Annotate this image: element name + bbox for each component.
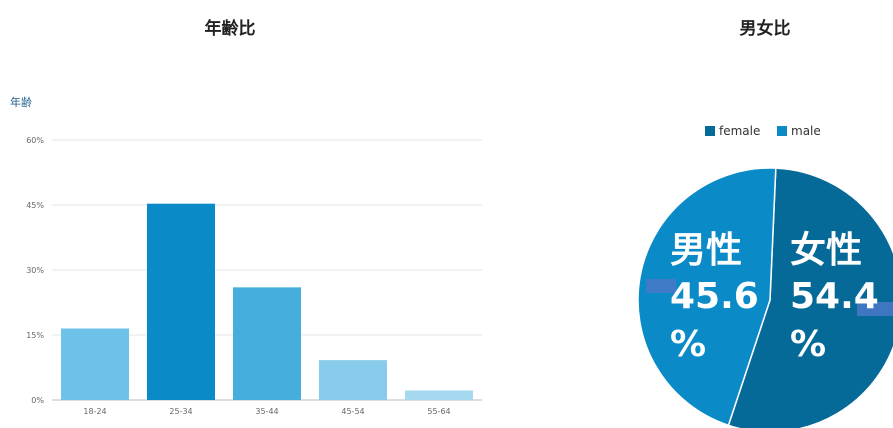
pie-slice-male — [637, 167, 777, 427]
pie-slice-female — [727, 167, 893, 428]
bar-45-54 — [319, 360, 387, 400]
pie-label-value: 45.6 — [670, 276, 759, 317]
y-tick-label: 0% — [31, 396, 44, 405]
age-bar-chart: 年齢 0% 15% 30% 45% 60% 18-24 25-34 35-44 45-54 55-6… — [10, 95, 482, 416]
pie-label-value: 54.4 — [790, 276, 879, 317]
bar-18-24 — [61, 328, 129, 400]
highlight-mark-right — [857, 302, 893, 316]
x-tick-label: 25-34 — [169, 407, 192, 416]
legend-swatch-female — [705, 126, 715, 136]
pie-label-gender: 女性 — [790, 230, 862, 271]
legend-label-female: female — [719, 124, 760, 138]
y-tick-label: 45% — [26, 201, 44, 210]
bar-25-34 — [147, 203, 215, 400]
y-tick-label: 15% — [26, 331, 44, 340]
bar-55-64 — [405, 390, 473, 400]
y-tick-label: 60% — [26, 136, 44, 145]
gender-pie-chart: female male 男性 45.6% 女性 54.4% — [637, 124, 893, 428]
legend-swatch-male — [777, 126, 787, 136]
legend-label-male: male — [791, 124, 821, 138]
pie-label-gender: 男性 — [670, 230, 742, 271]
pie-label-unit: % — [790, 324, 826, 365]
x-tick-label: 18-24 — [83, 407, 106, 416]
x-tick-label: 35-44 — [255, 407, 278, 416]
y-tick-label: 30% — [26, 266, 44, 275]
y-axis-label: 年齢 — [10, 95, 32, 109]
x-tick-label: 45-54 — [341, 407, 364, 416]
pie-label-unit: % — [670, 324, 706, 365]
age-chart-title: 年齢比 — [204, 19, 256, 39]
bar-35-44 — [233, 287, 301, 400]
x-tick-label: 55-64 — [427, 407, 450, 416]
highlight-mark-left — [646, 279, 676, 293]
gender-chart-title: 男女比 — [739, 19, 791, 39]
